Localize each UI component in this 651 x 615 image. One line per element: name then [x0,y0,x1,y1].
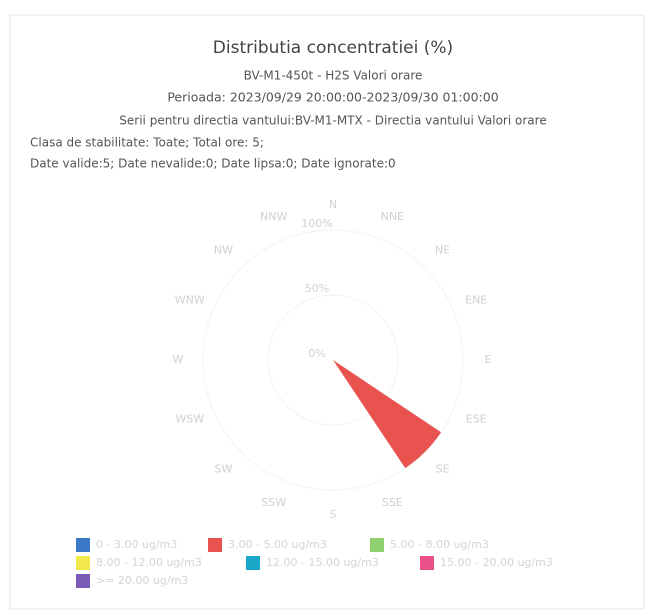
legend-swatch [208,538,222,552]
legend-label: 15.00 - 20.00 ug/m3 [440,556,553,569]
direction-label: SW [214,463,232,476]
legend-swatch [246,556,260,570]
legend-swatch [370,538,384,552]
legend-swatch [76,556,90,570]
grid-circle [267,294,399,426]
legend-label: 5.00 - 8.00 ug/m3 [390,538,489,551]
direction-label: E [485,353,492,366]
direction-label: S [330,508,337,521]
y-tick-label: 100% [301,217,332,230]
legend-label: 0 - 3.00 ug/m3 [96,538,177,551]
wedge [333,360,442,469]
direction-label: SSW [261,496,286,509]
chart-title: Distributia concentratiei (%) [213,38,453,58]
legend-swatch [420,556,434,570]
legend-swatch [76,574,90,588]
subtitle: Serii pentru directia vantului:BV-M1-MTX… [119,114,546,128]
legend-label: 12.00 - 15.00 ug/m3 [266,556,379,569]
direction-label: NNE [381,210,404,223]
direction-label: ESE [466,412,487,425]
legend-label: 3.00 - 5.00 ug/m3 [228,538,327,551]
legend-swatch [76,538,90,552]
y-tick-label: 0% [308,347,325,360]
panel [9,14,645,610]
subtitle: BV-M1-450t - H2S Valori orare [244,69,423,83]
info: Clasa de stabilitate: Toate; Total ore: … [30,136,264,150]
grid-circle [202,229,464,491]
direction-label: WSW [175,412,204,425]
subtitle: Perioada: 2023/09/29 20:00:00-2023/09/30… [167,90,498,105]
direction-label: NNW [260,210,287,223]
direction-label: WNW [175,294,205,307]
y-tick-label: 50% [305,282,329,295]
legend-label: 8.00 - 12.00 ug/m3 [96,556,202,569]
info: Date valide:5; Date nevalide:0; Date lip… [30,157,396,171]
direction-label: W [173,353,184,366]
direction-label: ENE [465,294,487,307]
direction-label: NE [435,243,450,256]
direction-label: NW [214,243,233,256]
legend-label: >= 20.00 ug/m3 [96,574,188,587]
direction-label: N [329,198,337,211]
direction-label: SE [436,463,450,476]
direction-label: SSE [382,496,403,509]
